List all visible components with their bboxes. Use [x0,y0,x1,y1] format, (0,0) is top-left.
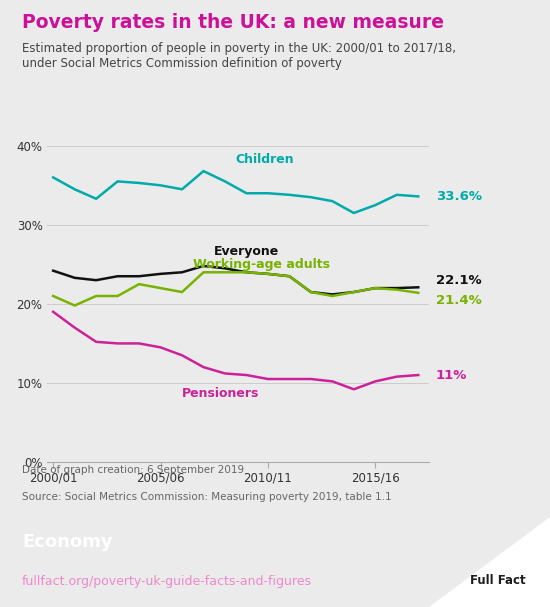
Text: 22.1%: 22.1% [436,274,481,287]
Text: fullfact.org/poverty-uk-guide-facts-and-figures: fullfact.org/poverty-uk-guide-facts-and-… [22,575,312,588]
Text: 11%: 11% [436,368,467,382]
Text: Date of graph creation: 6 September 2019: Date of graph creation: 6 September 2019 [22,465,244,475]
Text: Full Fact: Full Fact [470,574,526,586]
Text: 21.4%: 21.4% [436,294,481,307]
Text: Pensioners: Pensioners [182,387,260,400]
Text: Source: Social Metrics Commission: Measuring poverty 2019, table 1.1: Source: Social Metrics Commission: Measu… [22,492,392,502]
Text: Children: Children [236,153,294,166]
Text: Everyone: Everyone [214,245,279,258]
Text: Poverty rates in the UK: a new measure: Poverty rates in the UK: a new measure [22,13,444,32]
Text: Economy: Economy [22,533,113,551]
Text: Working-age adults: Working-age adults [193,259,330,271]
Text: Estimated proportion of people in poverty in the UK: 2000/01 to 2017/18,
under S: Estimated proportion of people in povert… [22,42,456,70]
Text: 33.6%: 33.6% [436,190,482,203]
Polygon shape [429,517,550,607]
